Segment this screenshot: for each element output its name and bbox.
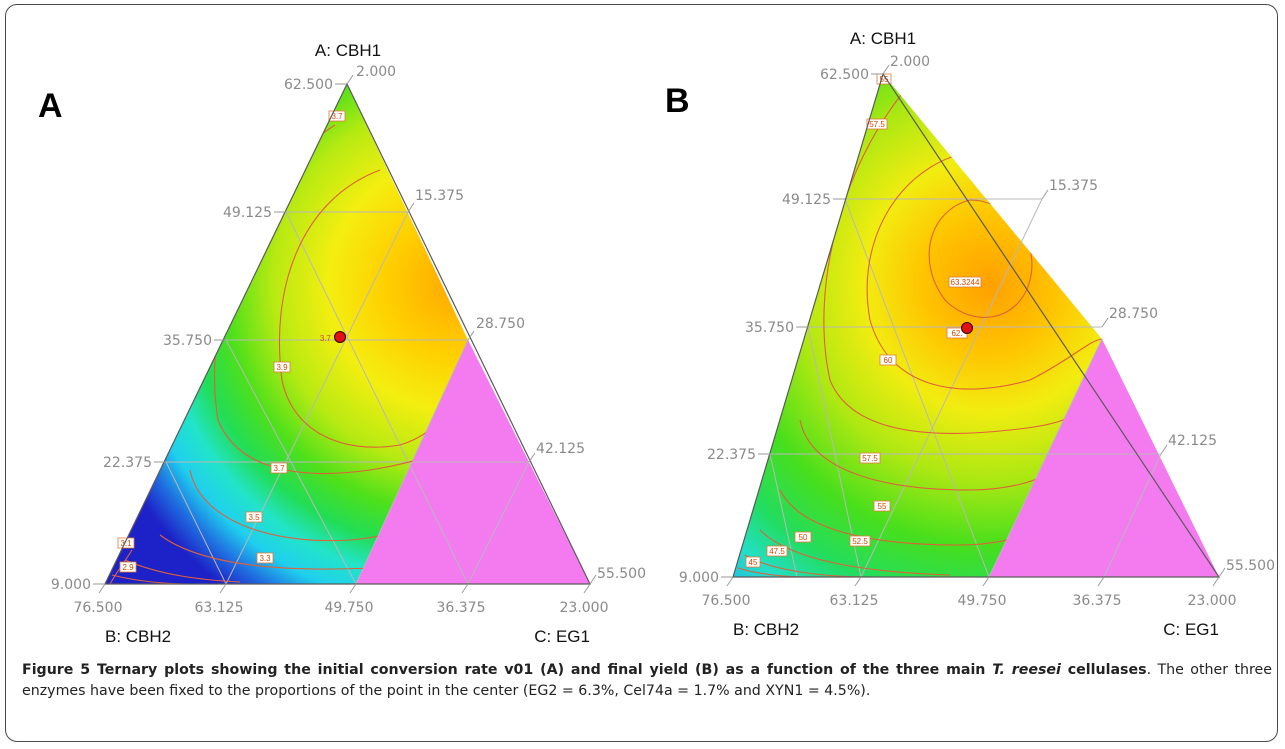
contour-label: 3.5 (245, 511, 263, 523)
tick-label: 23.000 (1188, 593, 1237, 609)
tick-label: 42.125 (1168, 433, 1217, 449)
svg-text:52.5: 52.5 (852, 537, 868, 546)
svg-text:62.: 62. (951, 329, 962, 338)
contour-label: 2.9 (119, 561, 137, 573)
tick-label: 62.500 (284, 77, 333, 93)
tick-label: 76.500 (702, 593, 751, 609)
contour-labels: 55 57.5 60 63.3244 57.5 55 52.5 50 47.5 … (745, 73, 982, 568)
svg-text:3.7: 3.7 (331, 112, 343, 121)
figure-caption: Figure 5 Ternary plots showing the initi… (22, 660, 1272, 702)
svg-text:3.3: 3.3 (259, 554, 271, 563)
svg-text:3.9: 3.9 (276, 363, 288, 372)
panel-label: B (665, 82, 690, 120)
figure-canvas: A 3.7 3.9 (38, 29, 1275, 646)
tick-label: 28.750 (1109, 306, 1158, 322)
svg-text:45: 45 (749, 558, 758, 567)
tick-label: 22.375 (103, 455, 152, 471)
tick-label: 35.750 (163, 333, 212, 349)
tick-label: 62.500 (820, 67, 869, 83)
tick-label: 28.750 (476, 316, 525, 332)
tick-label: 23.000 (560, 600, 609, 616)
tick-marks (93, 74, 597, 594)
tick-label: 55.500 (597, 566, 646, 582)
svg-text:50: 50 (799, 533, 808, 542)
tick-label: 36.375 (1073, 593, 1122, 609)
tick-label: 22.375 (707, 447, 756, 463)
tick-label: 63.125 (195, 600, 244, 616)
svg-text:47.5: 47.5 (769, 547, 785, 556)
center-point (961, 322, 973, 334)
tick-label: 15.375 (1049, 178, 1098, 194)
caption-body: . The other three enzymes have been fixe… (22, 662, 1273, 699)
tick-label: 2.000 (356, 64, 396, 80)
vertex-label-a: A: CBH1 (315, 41, 381, 60)
tick-label: 63.125 (830, 593, 879, 609)
center-point-label: 3.7 (320, 334, 332, 343)
panel-b: B 55 57.5 60 (665, 29, 1275, 639)
caption-title: Figure 5 Ternary plots showing the initi… (22, 662, 1147, 678)
tick-label: 35.750 (745, 320, 794, 336)
response-surface (733, 74, 1102, 577)
svg-text:60: 60 (884, 356, 893, 365)
tick-marks (721, 64, 1226, 587)
contour-label: 45 (745, 556, 761, 568)
svg-text:57.5: 57.5 (869, 120, 885, 129)
center-point (334, 331, 346, 343)
tick-label: 49.750 (325, 600, 374, 616)
contour-label: 55 (876, 73, 892, 85)
contour-label: 63.3244 (948, 276, 982, 288)
tick-label: 36.375 (437, 600, 486, 616)
tick-label: 2.000 (890, 54, 930, 70)
tick-label: 49.750 (958, 593, 1007, 609)
excluded-region (989, 339, 1219, 577)
panel-a: A 3.7 3.9 (38, 41, 646, 646)
contour-label: 47.5 (766, 545, 788, 557)
contour-label: 3.3 (256, 552, 274, 564)
contour-label: 57.5 (866, 118, 888, 130)
contour-label: 55 (873, 500, 891, 512)
contour-label: 57.5 (859, 452, 881, 464)
svg-text:63.3244: 63.3244 (951, 278, 980, 287)
contour-label: 3.1 (117, 537, 135, 549)
svg-text:57.5: 57.5 (862, 454, 878, 463)
tick-label: 76.500 (74, 600, 123, 616)
panel-label: A (38, 87, 63, 125)
ternary-outline (104, 82, 591, 585)
tick-label: 15.375 (415, 188, 464, 204)
svg-text:55: 55 (880, 75, 889, 84)
contour-labels: 3.7 3.9 3.7 3.5 3.3 3.1 2.9 3.7 (117, 110, 346, 573)
svg-text:3.7: 3.7 (273, 464, 285, 473)
svg-text:2.9: 2.9 (122, 563, 134, 572)
vertex-label-c: C: EG1 (534, 627, 590, 646)
tick-label: 9.000 (679, 570, 719, 586)
contour-label: 60 (879, 354, 897, 366)
tick-label: 42.125 (536, 441, 585, 457)
svg-text:55: 55 (878, 502, 887, 511)
svg-text:3.5: 3.5 (248, 513, 260, 522)
vertex-label-a: A: CBH1 (850, 29, 916, 48)
vertex-label-c: C: EG1 (1163, 620, 1219, 639)
tick-label: 55.500 (1226, 558, 1275, 574)
contour-label: 3.9 (273, 361, 291, 373)
contour-label: 3.7 (270, 462, 288, 474)
tick-label: 49.125 (223, 205, 272, 221)
tick-label: 9.000 (51, 577, 91, 593)
contour-label: 50 (794, 531, 812, 543)
ternary-outline (732, 72, 1221, 578)
tick-label: 49.125 (782, 192, 831, 208)
svg-text:3.1: 3.1 (120, 539, 132, 548)
contour-label: 52.5 (849, 535, 871, 547)
response-surface (105, 84, 468, 584)
contour-label: 3.7 (328, 110, 346, 122)
vertex-label-b: B: CBH2 (733, 620, 799, 639)
vertex-label-b: B: CBH2 (105, 627, 171, 646)
